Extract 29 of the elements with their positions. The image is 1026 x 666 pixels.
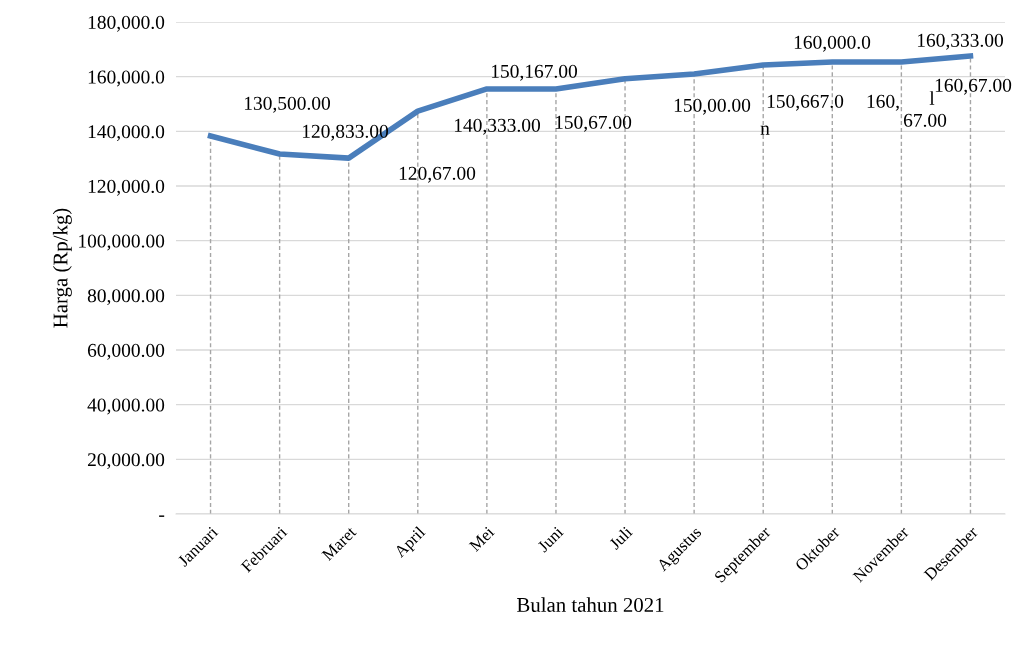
- annotation: 160,000.0: [794, 35, 871, 52]
- annotation: l: [929, 91, 935, 105]
- x-axis-title: Bulan tahun 2021: [517, 597, 664, 612]
- x-tick-label: Juli: [608, 525, 634, 551]
- annotation: 150,00.00: [674, 98, 751, 115]
- annotation: 150,667.0: [767, 94, 844, 111]
- y-axis-title: Harga (Rp/kg): [52, 208, 72, 328]
- y-tick-label: 60,000.00: [87, 343, 165, 360]
- y-tick-label: 20,000.00: [87, 453, 165, 470]
- annotation: n: [760, 125, 770, 135]
- y-tick-label: 120,000.0: [88, 179, 165, 196]
- annotation: 160,: [867, 94, 899, 111]
- annotation: 150,167.00: [491, 64, 578, 81]
- y-tick-label: 80,000.00: [87, 289, 165, 306]
- annotation: 150,67.00: [555, 115, 632, 132]
- y-tick-label: -: [159, 515, 165, 517]
- annotation: 160,67.00: [935, 78, 1012, 95]
- annotation: 140,333.00: [454, 118, 541, 135]
- annotation: 67.00: [903, 113, 947, 127]
- x-tick-label: Mei: [468, 525, 495, 553]
- annotation: 120,67.00: [399, 166, 476, 183]
- y-tick-label: 40,000.00: [87, 398, 165, 415]
- y-tick-label: 140,000.0: [88, 125, 165, 142]
- y-tick-label: 160,000.0: [88, 70, 165, 87]
- y-tick-label: 180,000.0: [88, 15, 165, 32]
- annotation: 160,333.00: [917, 33, 1004, 50]
- annotation: 130,500.00: [244, 96, 331, 113]
- y-tick-label: 100,000.00: [79, 234, 165, 251]
- x-tick-label: Juni: [536, 525, 565, 553]
